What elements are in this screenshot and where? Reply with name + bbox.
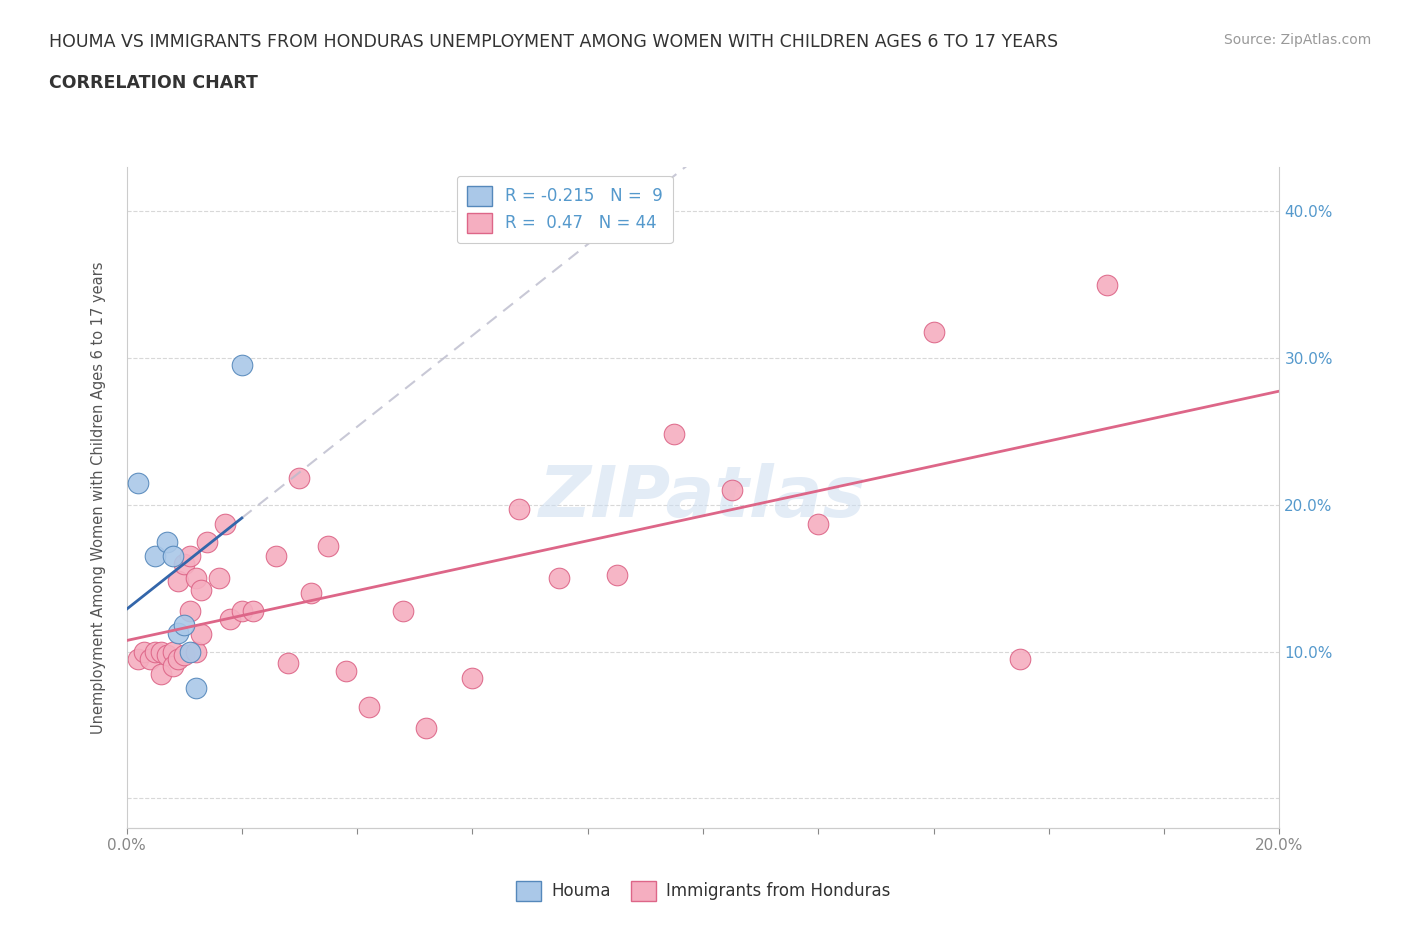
Point (184, 644, 207, 659)
Point (208, 571, 231, 586)
Point (664, 427, 686, 442)
Point (219, 612, 242, 627)
Point (357, 700, 380, 715)
Point (335, 663, 357, 678)
Point (162, 658, 184, 673)
Point (720, 483, 742, 498)
Point (214, 516, 236, 531)
Point (231, 603, 253, 618)
Text: HOUMA VS IMMIGRANTS FROM HONDURAS UNEMPLOYMENT AMONG WOMEN WITH CHILDREN AGES 6 : HOUMA VS IMMIGRANTS FROM HONDURAS UNEMPL… (49, 33, 1059, 50)
Point (127, 475, 149, 490)
Point (190, 627, 212, 642)
Point (162, 549, 184, 564)
Text: CORRELATION CHART: CORRELATION CHART (49, 74, 259, 92)
Point (195, 534, 218, 549)
Point (173, 647, 195, 662)
Point (162, 644, 184, 659)
Text: ZIPatlas: ZIPatlas (540, 463, 866, 532)
Point (242, 603, 264, 618)
Point (299, 586, 322, 601)
Point (605, 568, 627, 583)
Point (266, 549, 288, 564)
Point (461, 671, 484, 685)
Point (184, 681, 207, 696)
Point (150, 644, 173, 659)
Point (184, 571, 207, 586)
Point (415, 721, 437, 736)
Point (127, 652, 149, 667)
Point (1095, 277, 1118, 292)
Legend: R = -0.215   N =  9, R =  0.47   N = 44: R = -0.215 N = 9, R = 0.47 N = 44 (457, 176, 672, 243)
Legend: Houma, Immigrants from Honduras: Houma, Immigrants from Honduras (509, 874, 897, 908)
Point (288, 471, 311, 485)
Point (179, 644, 201, 659)
Point (167, 574, 190, 589)
Point (548, 571, 571, 586)
Point (173, 618, 195, 632)
Point (167, 652, 190, 667)
Point (922, 325, 945, 339)
Point (156, 534, 179, 549)
Point (179, 549, 201, 564)
Point (179, 603, 201, 618)
Point (173, 556, 195, 571)
Point (807, 516, 830, 531)
Point (1008, 652, 1031, 667)
Point (277, 656, 299, 671)
Point (190, 582, 212, 597)
Point (508, 502, 530, 517)
Point (138, 652, 160, 667)
Y-axis label: Unemployment Among Women with Children Ages 6 to 17 years: Unemployment Among Women with Children A… (91, 261, 105, 734)
Point (156, 647, 179, 662)
Text: Source: ZipAtlas.com: Source: ZipAtlas.com (1223, 33, 1371, 46)
Point (231, 358, 253, 373)
Point (132, 644, 155, 659)
Point (318, 538, 340, 553)
Point (167, 625, 190, 640)
Point (145, 549, 166, 564)
Point (145, 644, 166, 659)
Point (392, 603, 415, 618)
Point (150, 666, 173, 681)
